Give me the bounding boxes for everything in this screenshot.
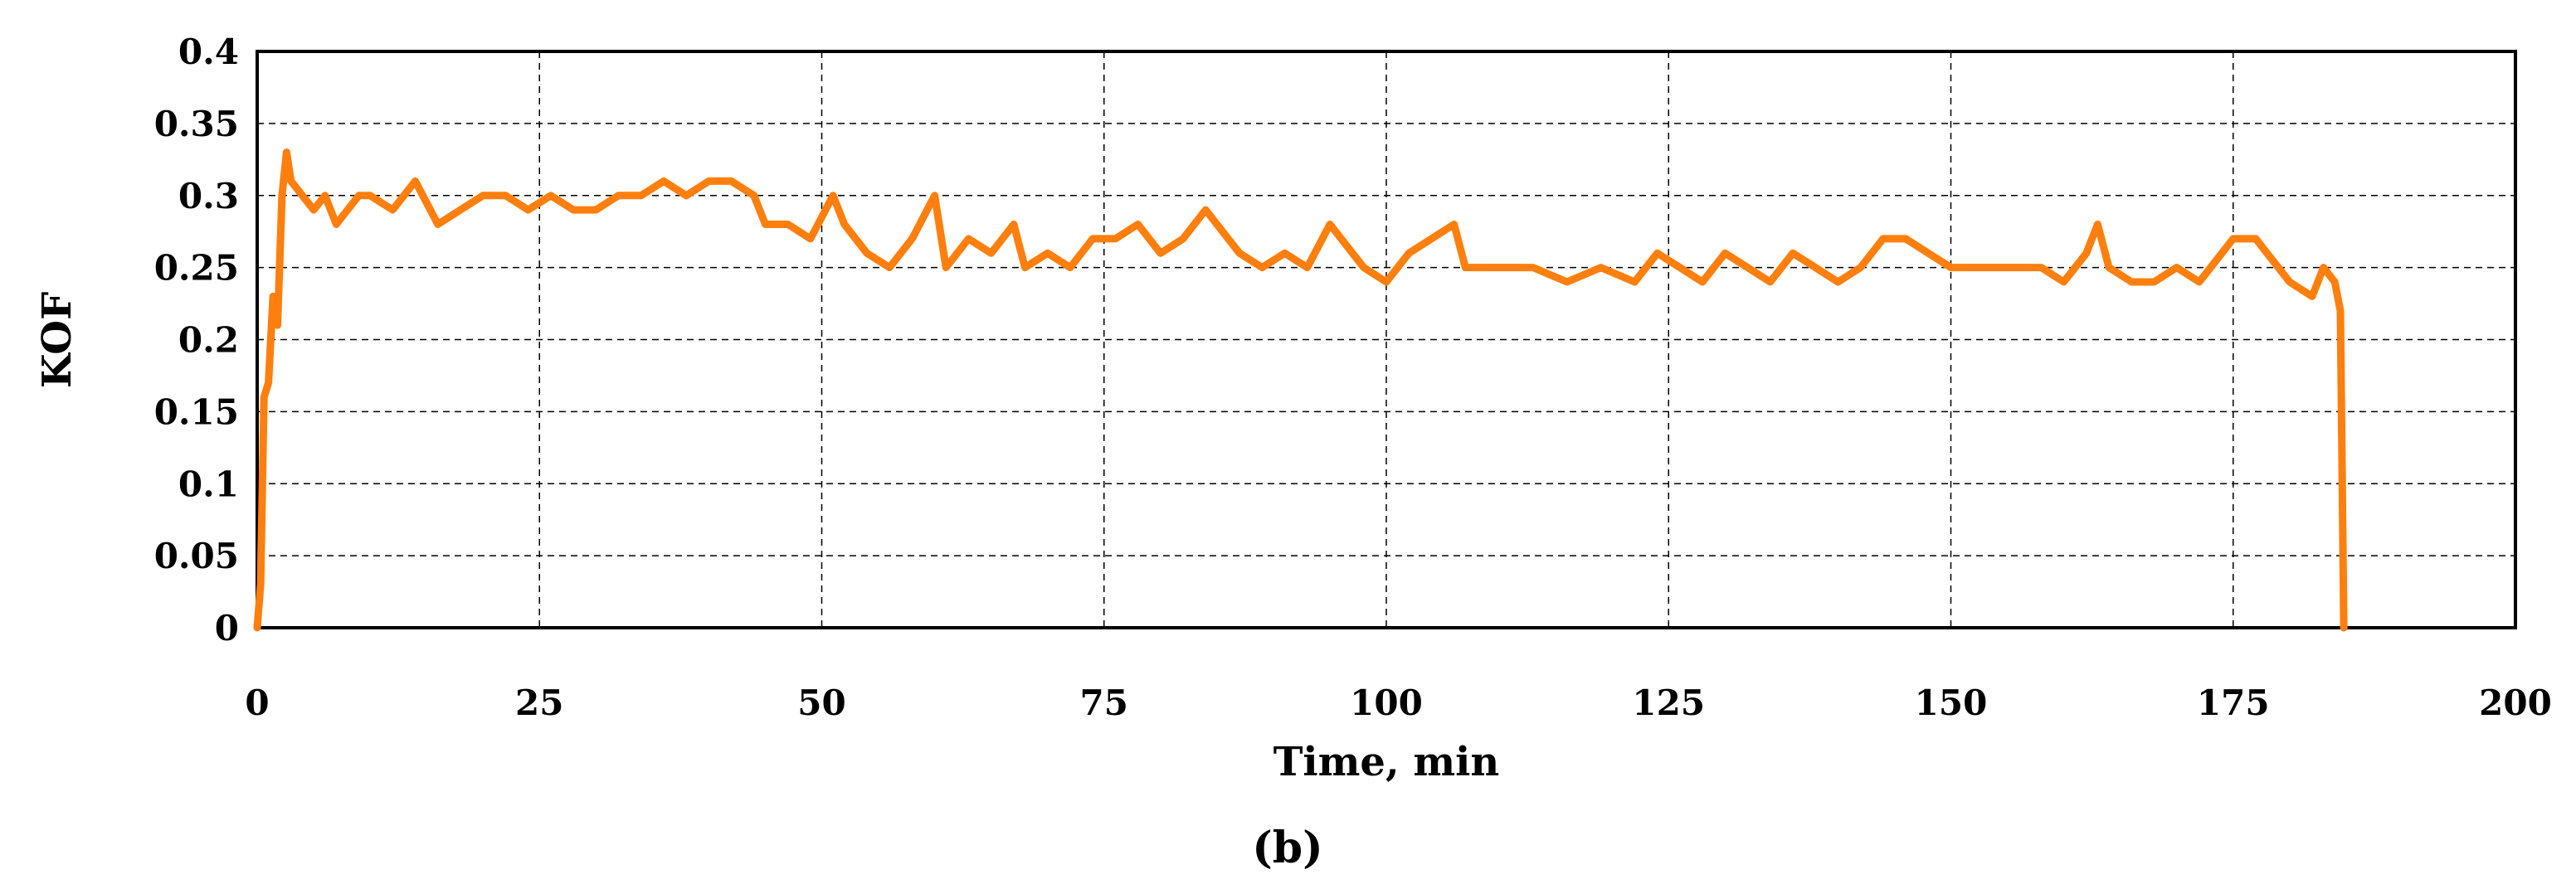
kof-series-line [253,148,2348,632]
y-tick-label: 0.3 [178,176,239,216]
x-tick-labels: 0 25 50 75 100 125 150 175 200 [245,682,2551,723]
x-tick-label: 125 [1632,682,1705,723]
x-tick-label: 200 [2479,682,2552,723]
panel-label: (b) [1252,823,1323,873]
y-tick-label: 0.35 [154,104,239,144]
x-tick-label: 25 [515,682,563,723]
y-tick-label: 0.1 [178,464,239,504]
y-tick-label: 0.15 [154,391,239,432]
y-tick-label: 0.05 [154,536,239,576]
grid-lines [257,51,2515,628]
x-tick-label: 100 [1350,682,1423,723]
plot-frame [256,50,2517,629]
y-axis-title: KOF [34,292,80,388]
x-axis-title: Time, min [1273,739,1500,785]
y-tick-label: 0.4 [178,32,239,72]
x-tick-label: 150 [1915,682,1988,723]
x-tick-label: 75 [1080,682,1128,723]
y-tick-label: 0.25 [154,248,239,289]
y-tick-label: 0.2 [178,320,239,361]
x-tick-label: 0 [245,682,269,723]
x-tick-label: 50 [797,682,845,723]
y-tick-labels: 0 0.05 0.1 0.15 0.2 0.25 0.3 0.35 0.4 [154,32,239,648]
y-tick-label: 0 [215,608,239,648]
x-tick-label: 175 [2197,682,2270,723]
